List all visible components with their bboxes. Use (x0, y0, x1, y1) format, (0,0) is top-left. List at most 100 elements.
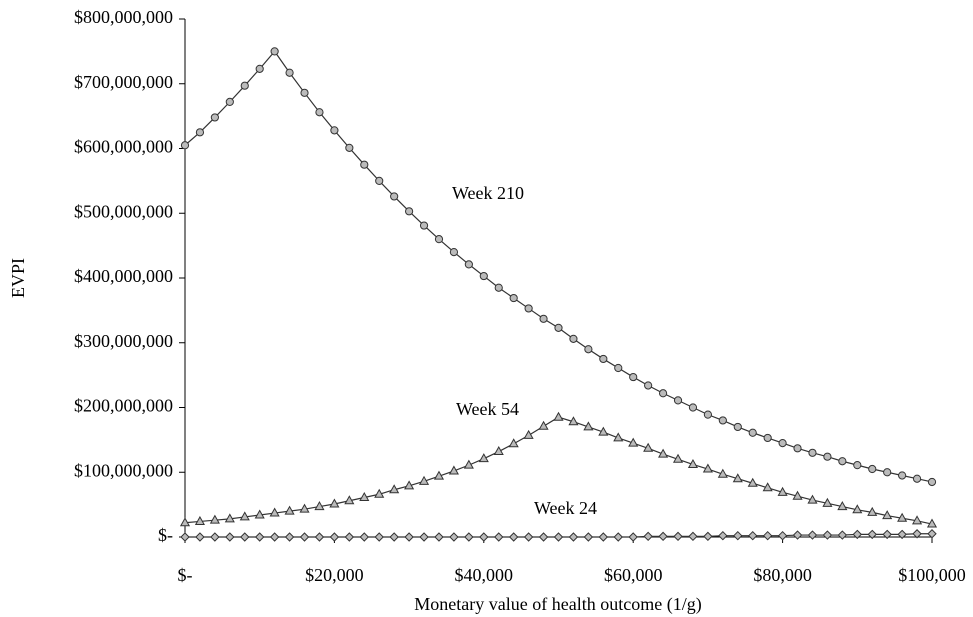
data-point (748, 428, 757, 437)
data-point (405, 207, 414, 216)
data-point (658, 389, 668, 398)
data-point (643, 442, 654, 452)
data-point (747, 477, 758, 487)
data-point (345, 143, 354, 152)
data-point (629, 372, 638, 382)
data-point (419, 532, 429, 542)
data-point (807, 530, 818, 540)
data-point (539, 314, 548, 323)
x-tick-label: $40,000 (455, 565, 514, 585)
data-point (763, 433, 772, 443)
data-point (523, 532, 534, 542)
y-tick-label: $- (158, 525, 173, 545)
data-point (180, 532, 190, 542)
data-point (883, 468, 892, 477)
data-point (838, 457, 847, 466)
data-point (478, 453, 489, 463)
data-point (240, 532, 250, 542)
y-tick-label: $300,000,000 (74, 331, 173, 351)
data-point (927, 529, 937, 539)
data-point (822, 530, 833, 540)
data-point (837, 530, 848, 540)
data-point (762, 482, 773, 492)
data-point (912, 529, 922, 539)
data-point (882, 529, 892, 540)
data-point (897, 529, 907, 540)
series-label: Week 24 (534, 498, 597, 518)
data-point (209, 514, 220, 524)
data-point (493, 446, 504, 456)
data-point (568, 532, 579, 542)
y-tick-label: $700,000,000 (74, 72, 173, 92)
data-point (584, 345, 593, 354)
data-point (703, 531, 713, 542)
data-point (823, 452, 832, 461)
data-point (390, 192, 399, 201)
data-point (852, 529, 863, 540)
y-tick-label: $500,000,000 (74, 201, 173, 221)
data-point (448, 465, 459, 475)
data-point (389, 532, 399, 542)
data-point (360, 160, 369, 169)
data-point (792, 530, 803, 540)
data-point (792, 490, 803, 500)
data-point (538, 532, 549, 542)
data-point (314, 501, 325, 511)
data-point (926, 518, 938, 528)
data-point (240, 81, 249, 90)
data-point (569, 334, 578, 343)
data-point (375, 176, 384, 185)
data-point (762, 530, 773, 541)
data-point (538, 420, 549, 430)
data-point (255, 64, 264, 73)
data-point (898, 471, 907, 480)
x-tick-label: $80,000 (753, 565, 812, 585)
data-point (598, 426, 609, 436)
data-point (912, 474, 922, 483)
data-point (718, 530, 728, 541)
data-point (673, 396, 683, 405)
data-point (897, 512, 908, 522)
data-point (523, 429, 534, 439)
data-point (239, 511, 250, 521)
data-point (822, 497, 833, 507)
data-point (658, 531, 668, 542)
data-point (702, 463, 713, 473)
data-point (703, 410, 713, 419)
data-point (254, 532, 265, 542)
data-point (463, 459, 474, 469)
data-point (793, 444, 802, 453)
data-point (299, 503, 310, 513)
x-axis-title: Monetary value of health outcome (1/g) (414, 594, 701, 615)
data-point (718, 416, 727, 425)
series (180, 529, 937, 542)
data-point (329, 532, 340, 542)
data-point (673, 531, 683, 542)
data-point (688, 531, 698, 542)
data-point (554, 323, 563, 332)
series-label: Week 54 (456, 399, 519, 419)
x-tick-label: $100,000 (898, 565, 966, 585)
data-point (687, 458, 699, 468)
data-point (479, 271, 488, 281)
data-point (179, 517, 191, 527)
data-point (434, 532, 444, 542)
data-point (867, 529, 877, 540)
series-label: Week 210 (452, 183, 524, 203)
data-point (389, 484, 400, 494)
data-point (732, 473, 743, 483)
data-point (449, 532, 459, 542)
data-point (912, 515, 923, 525)
data-point (464, 532, 474, 542)
data-point (777, 486, 788, 496)
y-tick-label: $600,000,000 (74, 137, 173, 157)
data-point (613, 532, 623, 542)
data-point (524, 304, 533, 313)
data-point (479, 532, 489, 542)
data-point (374, 532, 384, 542)
y-tick-label: $800,000,000 (74, 7, 173, 27)
data-point (284, 532, 295, 542)
data-point (210, 532, 220, 542)
